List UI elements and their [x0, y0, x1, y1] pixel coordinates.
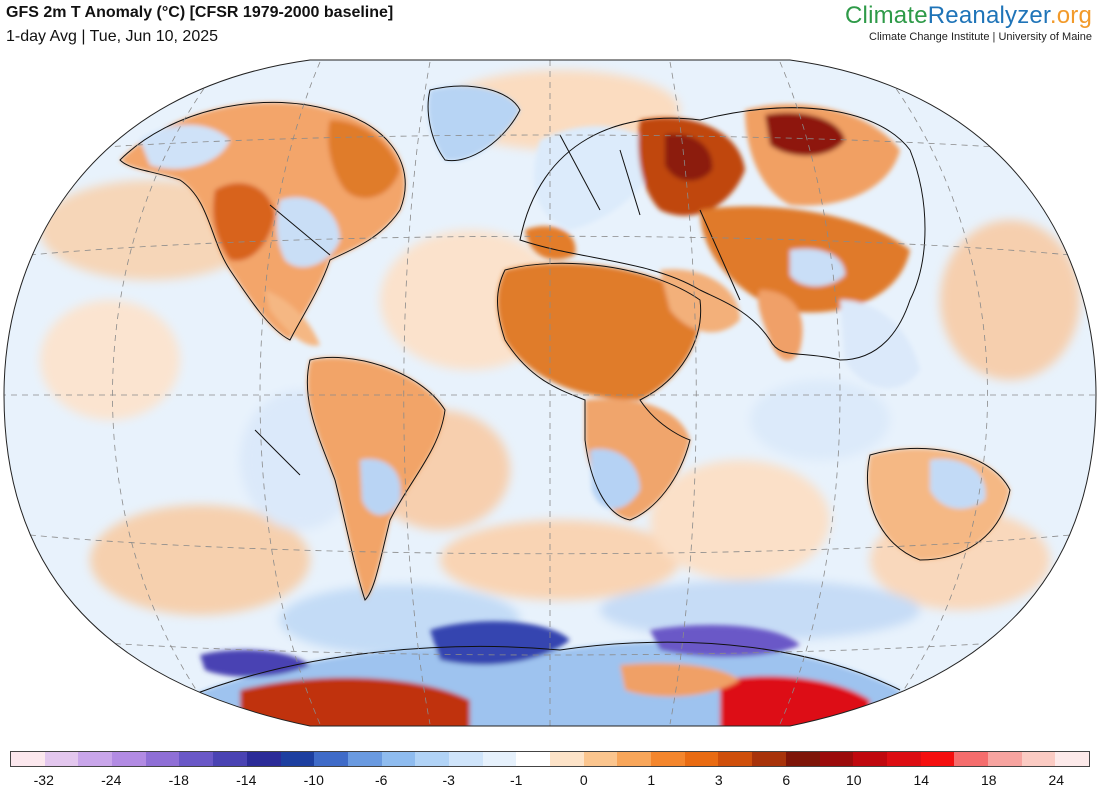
colorbar-tick-label: 1: [647, 772, 656, 788]
greenland: [428, 86, 520, 161]
colorbar-swatch: [886, 752, 921, 766]
brand-tagline: Climate Change Institute | University of…: [869, 31, 1092, 43]
land-anomalies: [120, 86, 1010, 726]
colorbar-swatch: [381, 752, 416, 766]
brand-name-part3: .org: [1049, 2, 1092, 29]
alaska: [140, 125, 230, 169]
colorbar-swatch: [145, 752, 180, 766]
colorbar-tick-label: -18: [168, 772, 189, 788]
colorbar-tick-label: 18: [980, 772, 997, 788]
western-us-heat: [213, 183, 275, 261]
brand-logo[interactable]: ClimateReanalyzer.org Climate Change Ins…: [845, 2, 1092, 43]
colorbar-swatch: [718, 752, 753, 766]
colorbar-tick-label: -14: [236, 772, 257, 788]
south-america-cool: [360, 459, 401, 515]
colorbar-swatch: [684, 752, 719, 766]
colorbar-swatch: [112, 752, 146, 766]
colorbar-tick-label: 24: [1048, 772, 1065, 788]
chart-title: GFS 2m T Anomaly (°C) [CFSR 1979-2000 ba…: [6, 4, 394, 21]
graticule: [4, 60, 1096, 726]
brand-name-part1: Climate: [845, 2, 928, 29]
colorbar-swatch: [987, 752, 1022, 766]
colorbar-tick-label: -32: [33, 772, 54, 788]
map-fill: [4, 60, 1096, 726]
africa-north: [497, 263, 701, 400]
india: [757, 290, 803, 361]
colorbar-swatch: [1055, 752, 1089, 766]
colorbar-tick-label: 6: [782, 772, 791, 788]
colorbar-tick-label: -1: [510, 772, 523, 788]
brand-name: ClimateReanalyzer.org: [845, 2, 1092, 30]
colorbar-swatch: [11, 752, 45, 766]
colorbar-swatch: [179, 752, 214, 766]
colorbar-tick-label: -24: [101, 772, 122, 788]
colorbar-swatch: [583, 752, 618, 766]
colorbar-tick-label: 3: [714, 772, 723, 788]
west-russia-core: [665, 134, 713, 181]
colorbar-ticks: -32-24-18-14-10-6-3-101361014182432: [10, 772, 1090, 790]
colorbar-swatch: [347, 752, 382, 766]
colorbar-tick-label: -3: [442, 772, 455, 788]
coastlines: [119, 85, 1011, 701]
australia-cool: [930, 459, 986, 509]
colorbar-swatch: [617, 752, 652, 766]
colorbar-swatch: [280, 752, 315, 766]
eastern-canada: [328, 120, 400, 199]
colorbar-swatch: [415, 752, 449, 766]
southeast-asia: [840, 300, 920, 389]
central-america: [265, 290, 320, 346]
colorbar-swatch: [651, 752, 685, 766]
colorbar-swatch: [213, 752, 247, 766]
brand-name-part2: Reanalyzer: [927, 2, 1050, 29]
east-siberia-heat: [765, 112, 845, 156]
anomaly-map: [3, 59, 1097, 727]
globe-outline: [3, 59, 1097, 727]
colorbar-swatch: [785, 752, 820, 766]
colorbar-swatch: [550, 752, 584, 766]
colorbar-swatch: [920, 752, 955, 766]
colorbar-swatch: [954, 752, 988, 766]
colorbar-tick-label: -10: [303, 772, 324, 788]
colorbar-swatch: [819, 752, 854, 766]
colorbar-tick-label: 14: [913, 772, 930, 788]
colorbar-swatch: [482, 752, 517, 766]
chart-subtitle: 1-day Avg | Tue, Jun 10, 2025: [6, 28, 219, 45]
colorbar: [10, 751, 1090, 767]
colorbar-tick-label: -6: [375, 772, 388, 788]
europe: [534, 126, 660, 230]
colorbar-swatch: [448, 752, 483, 766]
colorbar-tick-label: 0: [579, 772, 588, 788]
southern-africa-cool: [590, 449, 640, 509]
colorbar-swatch: [246, 752, 281, 766]
antarctica-cold-west: [200, 649, 310, 677]
colorbar-swatch: [78, 752, 113, 766]
colorbar-swatch: [752, 752, 786, 766]
colorbar-swatch: [44, 752, 79, 766]
east-antarctica-warm: [620, 663, 740, 697]
colorbar-tick-label: 10: [845, 772, 862, 788]
colorbar-swatch: [314, 752, 348, 766]
weddell-sea-cold: [430, 621, 570, 665]
colorbar-swatch: [1021, 752, 1056, 766]
colorbar-swatch: [516, 752, 550, 766]
colorbar-swatch: [853, 752, 887, 766]
